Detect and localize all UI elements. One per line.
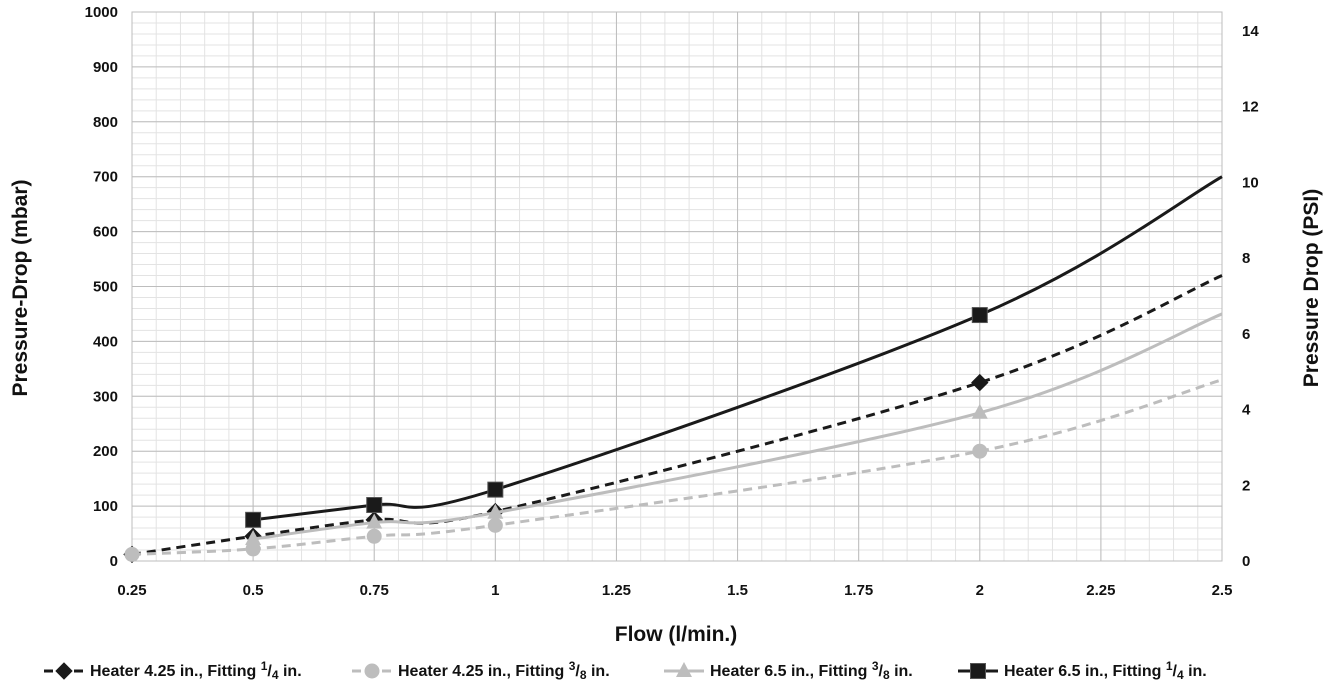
- data-point-circle: [124, 546, 140, 562]
- y-right-axis-title: Pressure Drop (PSI): [1300, 189, 1323, 387]
- legend-marker-diamond: [55, 662, 73, 680]
- x-tick-label: 1.75: [844, 582, 873, 599]
- legend-label-part: 8: [580, 668, 587, 682]
- legend-label-part: in.: [890, 663, 913, 680]
- legend-label: Heater 6.5 in., Fitting 3/8 in.: [710, 659, 913, 682]
- y-right-tick-label: 4: [1242, 402, 1251, 419]
- y-right-tick-label: 6: [1242, 326, 1250, 343]
- y-left-tick-label: 1000: [85, 4, 118, 21]
- legend-item: Heater 4.25 in., Fitting 1/4 in.: [44, 659, 302, 682]
- legend-label-part: 1: [261, 659, 268, 673]
- x-tick-label: 2.25: [1086, 582, 1115, 599]
- y-left-tick-label: 400: [93, 333, 118, 350]
- data-point-triangle: [971, 403, 988, 419]
- plot-frame: [131, 11, 1223, 562]
- legend-label-part: Heater 6.5 in., Fitting: [710, 663, 872, 680]
- x-tick-label: 0.5: [243, 582, 264, 599]
- series-line: [131, 274, 1223, 556]
- legend-label-part: Heater 4.25 in., Fitting: [398, 663, 569, 680]
- y-right-tick-label: 0: [1242, 553, 1250, 570]
- legend-label-part: in.: [587, 663, 610, 680]
- series-circle: [124, 378, 1223, 562]
- series-square: [245, 175, 1223, 528]
- legend-label-part: 1: [1166, 659, 1173, 673]
- data-point-circle: [245, 541, 261, 557]
- legend-item: Heater 6.5 in., Fitting 1/4 in.: [958, 659, 1207, 682]
- y-right-tick-label: 2: [1242, 477, 1250, 494]
- legend-label-part: Heater 4.25 in., Fitting: [90, 663, 261, 680]
- legend-marker-square: [970, 663, 986, 679]
- x-tick-label: 1.5: [727, 582, 748, 599]
- y-right-tick-label: 8: [1242, 250, 1250, 267]
- x-tick-label: 2.5: [1212, 582, 1233, 599]
- legend-label-part: /: [1173, 663, 1178, 680]
- y-left-tick-label: 500: [93, 279, 118, 296]
- legend-label-part: in.: [279, 663, 302, 680]
- y-left-tick-label: 100: [93, 498, 118, 515]
- y-left-tick-labels: 0 100 200 300 400 500 600 700 800 900 1000: [85, 4, 118, 570]
- y-left-tick-label: 800: [93, 114, 118, 131]
- legend-label-part: Heater 6.5 in., Fitting: [1004, 663, 1166, 680]
- data-point-triangle: [366, 513, 383, 529]
- legend-label-part: in.: [1184, 663, 1207, 680]
- x-axis-title: Flow (l/min.): [615, 623, 737, 646]
- data-point-diamond: [971, 373, 989, 392]
- x-tick-label: 0.25: [117, 582, 146, 599]
- x-tick-label: 0.75: [360, 582, 389, 599]
- data-point-circle: [366, 528, 382, 544]
- legend-item: Heater 6.5 in., Fitting 3/8 in.: [664, 659, 913, 682]
- legend-label: Heater 4.25 in., Fitting 3/8 in.: [398, 659, 610, 682]
- x-tick-label: 1.25: [602, 582, 631, 599]
- y-left-tick-label: 300: [93, 388, 118, 405]
- series-layer: [123, 175, 1223, 564]
- legend-label-part: /: [267, 663, 272, 680]
- y-left-axis-title: Pressure-Drop (mbar): [9, 179, 32, 396]
- data-point-square: [245, 511, 262, 528]
- y-right-tick-labels: 0 2 4 6 8 10 12 14: [1242, 23, 1259, 570]
- data-point-square: [971, 307, 988, 324]
- series-line: [252, 312, 1223, 541]
- legend-item: Heater 4.25 in., Fitting 3/8 in.: [352, 659, 610, 682]
- major-gridlines: [131, 11, 1223, 562]
- legend-label-part: /: [879, 663, 884, 680]
- y-right-tick-label: 14: [1242, 23, 1259, 40]
- data-point-square: [487, 481, 504, 498]
- legend-label-part: 3: [872, 659, 879, 673]
- x-tick-labels: 0.25 0.5 0.75 1 1.25 1.5 1.75 2 2.25 2.5: [117, 582, 1232, 599]
- data-point-triangle: [487, 503, 504, 519]
- legend-marker-circle: [364, 663, 380, 679]
- x-tick-label: 2: [976, 582, 984, 599]
- legend-marker-triangle: [676, 662, 692, 677]
- y-left-tick-label: 700: [93, 169, 118, 186]
- legend-label: Heater 6.5 in., Fitting 1/4 in.: [1004, 659, 1207, 682]
- legend-label-part: 4: [272, 668, 279, 682]
- series-triangle: [245, 312, 1223, 546]
- y-right-tick-label: 12: [1242, 99, 1259, 116]
- y-left-tick-label: 200: [93, 443, 118, 460]
- legend-label-part: 4: [1177, 668, 1184, 682]
- y-right-tick-label: 10: [1242, 174, 1259, 191]
- legend-label: Heater 4.25 in., Fitting 1/4 in.: [90, 659, 302, 682]
- y-left-tick-label: 900: [93, 59, 118, 76]
- data-point-circle: [487, 517, 503, 533]
- data-point-triangle: [245, 530, 262, 546]
- series-diamond: [123, 274, 1223, 564]
- y-left-tick-label: 0: [110, 553, 118, 570]
- legend-label-part: 3: [569, 659, 576, 673]
- legend-label-part: 8: [883, 668, 890, 682]
- legend: Heater 4.25 in., Fitting 1/4 in. Heater 4…: [44, 659, 1207, 682]
- data-point-circle: [972, 443, 988, 459]
- data-point-square: [366, 497, 383, 514]
- x-tick-label: 1: [491, 582, 499, 599]
- legend-label-part: /: [575, 663, 580, 680]
- y-left-tick-label: 600: [93, 224, 118, 241]
